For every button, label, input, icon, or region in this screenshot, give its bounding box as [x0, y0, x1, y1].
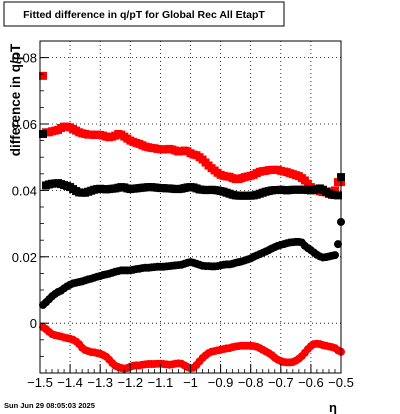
y-axis-label: difference in q/pT	[8, 43, 23, 156]
x-tick-label: −1.2	[117, 375, 143, 390]
x-tick-label: −1.4	[57, 375, 83, 390]
series-square-black	[39, 129, 345, 200]
data-point-square	[333, 191, 342, 200]
data-point-circle	[330, 251, 339, 260]
x-tick-label: −0.7	[268, 375, 294, 390]
x-tick-label: −1.3	[87, 375, 113, 390]
x-tick-label: −1.5	[27, 375, 53, 390]
data-point-circle	[333, 240, 342, 249]
x-tick-label: −0.5	[328, 375, 354, 390]
title-box: Fitted difference in q/pT for Global Rec…	[3, 1, 285, 27]
x-tick-label: −0.9	[208, 375, 234, 390]
data-point-square	[39, 71, 48, 80]
y-tick-label: 0	[30, 316, 37, 331]
y-tick-label: 0.02	[12, 250, 37, 265]
axis-ticks	[39, 40, 342, 374]
x-tick-label: −1	[183, 375, 198, 390]
data-point-square	[39, 129, 48, 138]
title-box-frame	[3, 1, 285, 27]
timestamp-label: Sun Jun 29 08:05:03 2025	[4, 401, 95, 410]
y-tick-label: 0.06	[12, 117, 37, 132]
y-tick-label: 0.04	[12, 183, 37, 198]
data-point-square	[330, 186, 339, 195]
plot-frame	[40, 41, 341, 373]
series-circle-black	[39, 217, 345, 309]
tick-labels: −1.5 −1.4 −1.3 −1.2 −1.1 −1 −0.9 −0.8 −0.7 −0.6 −0…	[12, 51, 354, 390]
x-axis-label: η	[329, 400, 337, 414]
plot-area: −1.5 −1.4 −1.3 −1.2 −1.1 −1 −0.9 −0.8 −0.7 −0.6 −0…	[12, 40, 354, 390]
series-circle-red	[39, 323, 345, 373]
y-tick-label: 0.08	[12, 51, 37, 66]
chart-title: Fitted difference in q/pT for Global Rec…	[23, 9, 265, 21]
x-tick-label: −1.1	[148, 375, 174, 390]
x-tick-label: −0.8	[238, 375, 264, 390]
data-series	[39, 71, 345, 373]
grid-lines	[40, 41, 341, 373]
x-tick-label: −0.6	[298, 375, 324, 390]
